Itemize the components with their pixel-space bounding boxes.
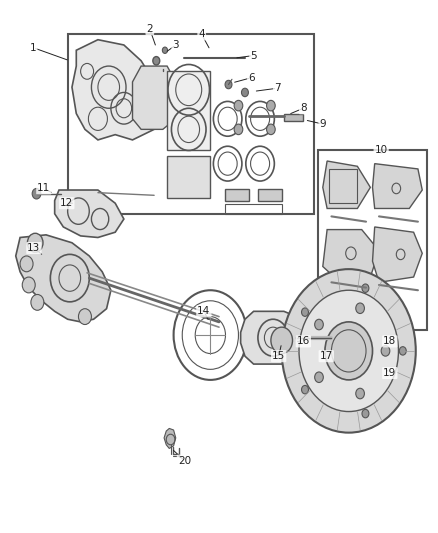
Text: 3: 3 xyxy=(173,40,179,50)
Text: 18: 18 xyxy=(383,336,396,346)
Circle shape xyxy=(356,388,364,399)
Polygon shape xyxy=(372,227,422,282)
Circle shape xyxy=(381,345,390,356)
Circle shape xyxy=(301,308,308,317)
Polygon shape xyxy=(55,190,124,238)
Circle shape xyxy=(234,100,243,111)
Bar xyxy=(167,71,210,150)
Polygon shape xyxy=(72,39,163,140)
Text: 15: 15 xyxy=(272,351,285,361)
Text: 4: 4 xyxy=(198,29,205,39)
Polygon shape xyxy=(133,66,176,130)
Text: 2: 2 xyxy=(146,24,153,34)
Circle shape xyxy=(31,294,44,310)
Bar xyxy=(329,169,357,203)
Circle shape xyxy=(162,47,168,53)
Circle shape xyxy=(399,346,406,355)
Bar xyxy=(284,114,304,122)
Circle shape xyxy=(314,319,323,330)
Circle shape xyxy=(78,309,92,325)
Polygon shape xyxy=(240,311,305,364)
Circle shape xyxy=(22,277,35,293)
Circle shape xyxy=(267,100,275,111)
Circle shape xyxy=(325,322,372,380)
Circle shape xyxy=(299,290,399,411)
Circle shape xyxy=(356,303,364,313)
Text: 12: 12 xyxy=(60,198,74,208)
Bar xyxy=(226,189,249,200)
Text: 6: 6 xyxy=(248,72,255,83)
Text: 5: 5 xyxy=(250,51,257,61)
Bar xyxy=(167,156,210,198)
Bar xyxy=(226,204,282,214)
Circle shape xyxy=(271,327,293,353)
Polygon shape xyxy=(372,164,422,208)
Bar xyxy=(258,189,282,200)
Circle shape xyxy=(28,233,43,252)
Text: 19: 19 xyxy=(383,368,396,378)
Circle shape xyxy=(314,372,323,383)
Text: 9: 9 xyxy=(319,119,326,129)
Circle shape xyxy=(32,189,41,199)
Circle shape xyxy=(362,409,369,418)
Polygon shape xyxy=(164,429,176,448)
Circle shape xyxy=(301,385,308,394)
Text: 20: 20 xyxy=(178,456,191,466)
Circle shape xyxy=(153,56,160,65)
Polygon shape xyxy=(323,161,371,208)
Polygon shape xyxy=(16,235,111,322)
Text: 13: 13 xyxy=(27,243,41,253)
Circle shape xyxy=(241,88,248,96)
Text: 10: 10 xyxy=(374,146,388,156)
Text: 16: 16 xyxy=(297,336,310,346)
Circle shape xyxy=(267,124,275,135)
Text: 8: 8 xyxy=(300,103,307,114)
Text: 11: 11 xyxy=(37,183,50,193)
Text: 1: 1 xyxy=(30,43,36,53)
Circle shape xyxy=(225,80,232,89)
Polygon shape xyxy=(323,230,379,282)
Circle shape xyxy=(282,269,416,433)
Text: 7: 7 xyxy=(274,83,281,93)
Circle shape xyxy=(362,284,369,293)
Text: 14: 14 xyxy=(197,306,211,316)
Circle shape xyxy=(20,256,33,272)
Circle shape xyxy=(234,124,243,135)
Text: 17: 17 xyxy=(320,351,333,361)
